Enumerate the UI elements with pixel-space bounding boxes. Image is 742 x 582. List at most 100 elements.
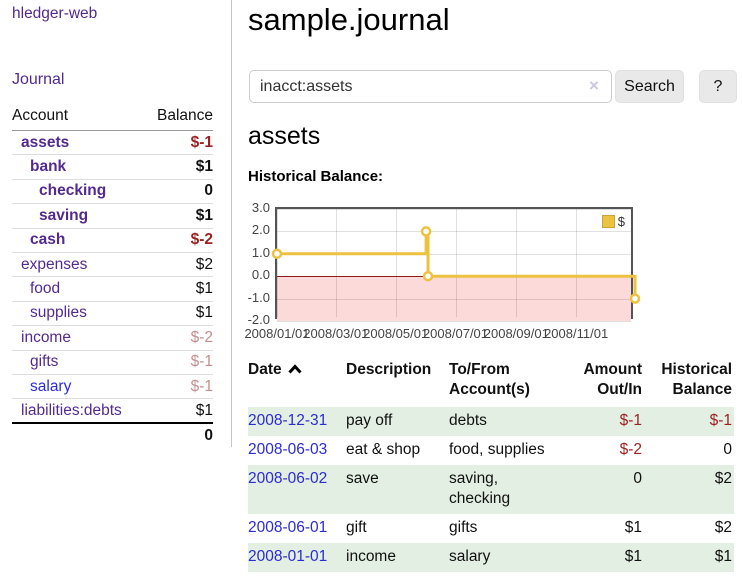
account-balance: $-1 (145, 350, 213, 374)
transaction-balance: $2 (644, 514, 734, 543)
transaction-accounts: debts (449, 407, 572, 436)
transaction-date-link[interactable]: 2008-01-01 (248, 548, 327, 565)
register-row: 2008-06-03 eat & shop food, supplies $-2… (248, 436, 734, 465)
y-axis-tick-label: 0.0 (240, 267, 270, 282)
transaction-date-link[interactable]: 2008-06-02 (248, 470, 327, 487)
chart-plot-area: $ (275, 207, 633, 319)
help-button[interactable]: ? (699, 70, 737, 103)
account-row-checking: checking 0 (12, 179, 213, 203)
register-row: 2008-12-31 pay off debts $-1 $-1 (248, 407, 734, 436)
transaction-amount: $1 (572, 543, 644, 572)
balance-column-header: Historical Balance (644, 360, 734, 407)
account-link-assets[interactable]: assets (12, 134, 69, 152)
account-balance: $1 (145, 399, 213, 423)
account-link-supplies[interactable]: supplies (12, 304, 87, 322)
transaction-accounts: salary (449, 543, 572, 572)
account-balance: $-2 (145, 228, 213, 252)
account-link-checking[interactable]: checking (12, 182, 106, 200)
balance-column-header: Balance (145, 103, 213, 131)
account-row-bank: bank $1 (12, 155, 213, 179)
account-link-salary[interactable]: salary (12, 378, 71, 396)
account-link-expenses[interactable]: expenses (12, 256, 87, 274)
search-button[interactable]: Search (615, 70, 684, 103)
transaction-accounts: gifts (449, 514, 572, 543)
x-axis-tick-label: 2008/11/01 (536, 326, 616, 341)
account-link-bank[interactable]: bank (12, 158, 66, 176)
register-row: 2008-06-02 save saving, checking 0 $2 (248, 465, 734, 514)
transaction-date-link[interactable]: 2008-06-03 (248, 441, 327, 458)
y-axis-tick-label: -2.0 (240, 312, 270, 327)
app-title-link[interactable]: hledger-web (12, 5, 97, 23)
accounts-total-value: 0 (145, 423, 213, 447)
transaction-amount: $1 (572, 514, 644, 543)
account-heading: assets (248, 122, 320, 151)
account-row-salary: salary $-1 (12, 374, 213, 398)
account-row-income: income $-2 (12, 326, 213, 350)
account-balance: $2 (145, 252, 213, 276)
transaction-balance: $1 (644, 543, 734, 572)
transaction-description: pay off (346, 407, 449, 436)
register-header-row: Date Description To/From Account(s) Amou… (248, 360, 734, 407)
register-row: 2008-06-01 gift gifts $1 $2 (248, 514, 734, 543)
transaction-balance: $-1 (644, 407, 734, 436)
transaction-accounts: saving, checking (449, 465, 572, 514)
account-balance: $1 (145, 204, 213, 228)
account-column-header: To/From Account(s) (449, 360, 572, 407)
account-balance: $-1 (145, 131, 213, 155)
account-link-cash[interactable]: cash (12, 231, 65, 249)
transaction-balance: 0 (644, 436, 734, 465)
date-column-header[interactable]: Date (248, 360, 346, 407)
y-axis-tick-label: 1.0 (240, 245, 270, 260)
account-row-cash: cash $-2 (12, 228, 213, 252)
account-column-header: Account (12, 103, 145, 131)
transaction-balance: $2 (644, 465, 734, 514)
transaction-description: save (346, 465, 449, 514)
account-link-gifts[interactable]: gifts (12, 353, 58, 371)
search-input[interactable] (249, 70, 612, 103)
register-row: 2008-01-01 income salary $1 $1 (248, 543, 734, 572)
account-link-saving[interactable]: saving (12, 207, 88, 225)
sidebar: hledger-web Journal Account Balance asse… (0, 0, 232, 447)
account-link-food[interactable]: food (12, 280, 60, 298)
page: hledger-web Journal Account Balance asse… (0, 0, 742, 582)
account-link-income[interactable]: income (12, 329, 71, 347)
transaction-accounts: food, supplies (449, 436, 572, 465)
account-balance: $1 (145, 301, 213, 325)
transaction-date-link[interactable]: 2008-12-31 (248, 412, 327, 429)
gridline (277, 321, 631, 322)
account-row-saving: saving $1 (12, 204, 213, 228)
transaction-date-link[interactable]: 2008-06-01 (248, 519, 327, 536)
accounts-table: Account Balance assets $-1 bank $1 check… (12, 103, 213, 448)
balance-chart: $ 3.02.01.00.0-1.0-2.02008/01/012008/03/… (240, 207, 640, 347)
account-balance: $1 (145, 155, 213, 179)
account-row-supplies: supplies $1 (12, 301, 213, 325)
transaction-amount: $-1 (572, 407, 644, 436)
account-link-liabilities-debts[interactable]: liabilities:debts (12, 402, 122, 420)
transaction-description: gift (346, 514, 449, 543)
account-balance: 0 (145, 179, 213, 203)
sidebar-item-journal[interactable]: Journal (12, 71, 64, 89)
transaction-description: income (346, 543, 449, 572)
register-table: Date Description To/From Account(s) Amou… (248, 360, 734, 572)
account-balance: $-2 (145, 326, 213, 350)
account-row-expenses: expenses $2 (12, 252, 213, 276)
transaction-amount: $-2 (572, 436, 644, 465)
account-row-food: food $1 (12, 277, 213, 301)
account-row-assets: assets $-1 (12, 131, 213, 155)
sort-ascending-icon (288, 360, 302, 380)
y-axis-tick-label: -1.0 (240, 290, 270, 305)
y-axis-tick-label: 2.0 (240, 222, 270, 237)
transaction-amount: 0 (572, 465, 644, 514)
balance-series-line (277, 209, 635, 321)
clear-search-icon[interactable]: × (589, 77, 599, 94)
account-row-gifts: gifts $-1 (12, 350, 213, 374)
account-balance: $-1 (145, 374, 213, 398)
account-balance: $1 (145, 277, 213, 301)
y-axis-tick-label: 3.0 (240, 200, 270, 215)
page-title: sample.journal (248, 2, 450, 38)
accounts-total-row: 0 (12, 423, 213, 447)
accounts-table-header: Account Balance (12, 103, 213, 131)
amount-column-header: Amount Out/In (572, 360, 644, 407)
chart-title: Historical Balance: (248, 168, 383, 185)
description-column-header: Description (346, 360, 449, 407)
